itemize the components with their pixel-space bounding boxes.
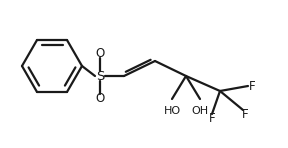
Text: F: F (249, 79, 255, 92)
Text: O: O (95, 46, 105, 59)
Text: S: S (96, 70, 104, 82)
Text: F: F (242, 107, 248, 120)
Text: F: F (209, 111, 215, 124)
Text: OH: OH (192, 106, 209, 116)
Text: O: O (95, 92, 105, 106)
Text: HO: HO (163, 106, 181, 116)
